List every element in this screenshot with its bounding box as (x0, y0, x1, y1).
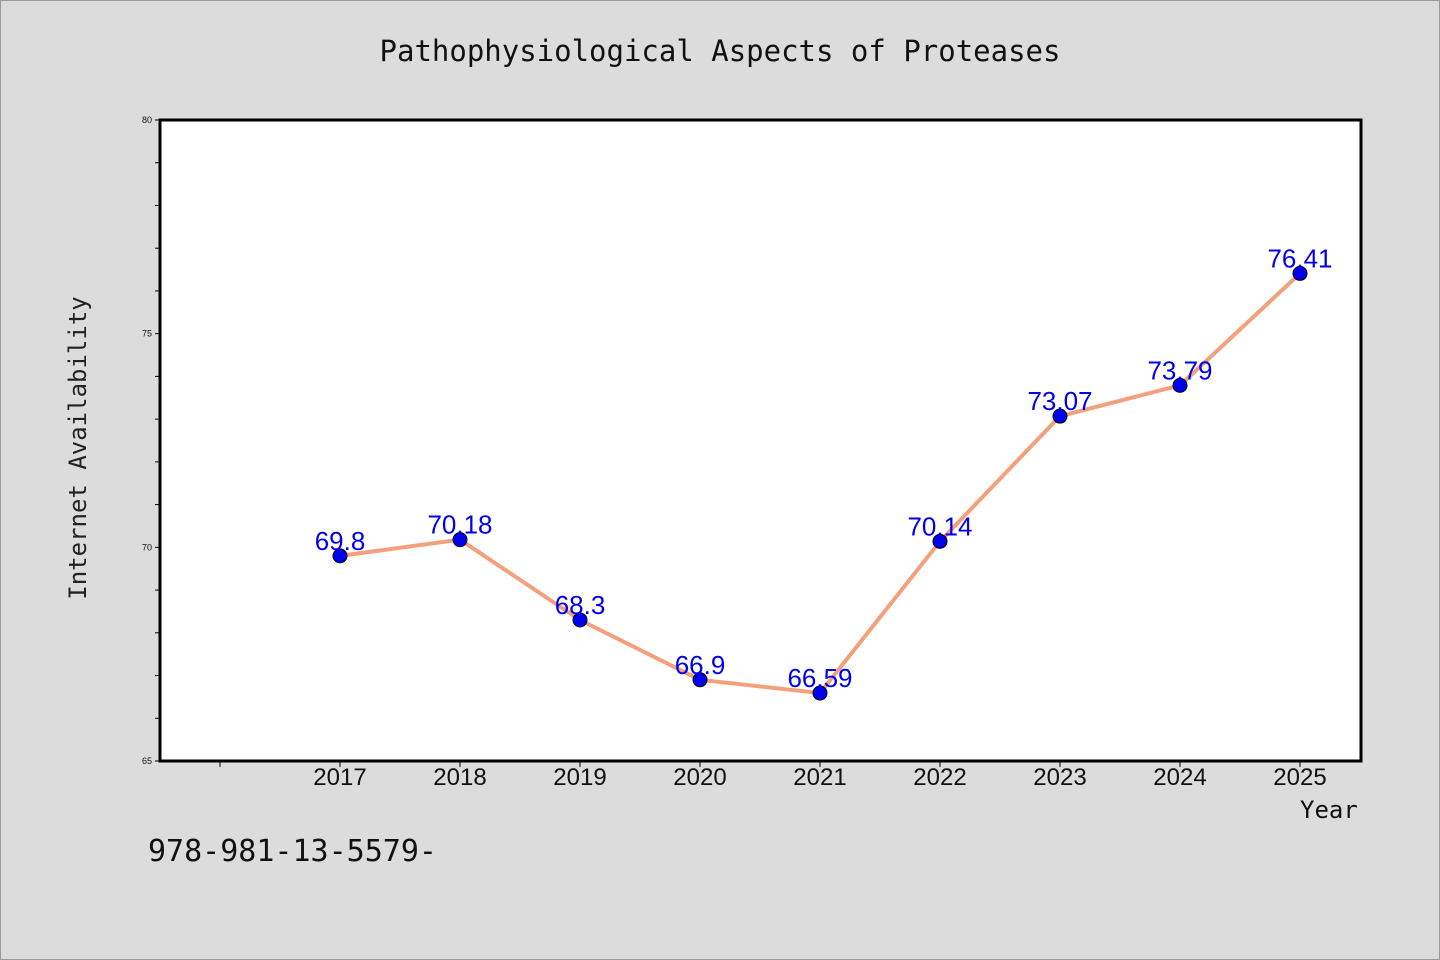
data-label: 66.9 (675, 650, 726, 680)
data-label: 73.07 (1027, 386, 1092, 416)
data-point (692, 672, 708, 688)
data-point (1052, 408, 1068, 424)
data-point (812, 685, 828, 701)
x-tick-label: 2023 (1033, 764, 1086, 791)
y-tick-label: 80 (142, 115, 152, 125)
chart-title: Pathophysiological Aspects of Proteases (379, 34, 1061, 68)
data-point (332, 548, 348, 564)
data-label: 70.18 (427, 510, 492, 540)
data-point (932, 533, 948, 549)
y-tick-label: 75 (142, 329, 152, 339)
data-label: 70.14 (907, 511, 972, 541)
data-label: 66.59 (787, 663, 852, 693)
data-point (572, 612, 588, 628)
x-tick-label: 2024 (1153, 764, 1206, 791)
x-tick-label: 2022 (913, 764, 966, 791)
data-label: 76.41 (1267, 243, 1332, 273)
data-label: 68.3 (555, 590, 606, 620)
data-point (1172, 377, 1188, 393)
data-point (1292, 265, 1308, 281)
y-tick-label: 65 (142, 756, 152, 766)
x-tick-label: 2021 (793, 764, 846, 791)
x-axis-label: Year (1300, 796, 1358, 824)
y-tick-label: 70 (142, 542, 152, 552)
isbn-footer-text: 978-981-13-5579- (148, 834, 437, 869)
data-point (452, 532, 468, 548)
x-tick-label: 2018 (433, 764, 486, 791)
x-tick-label: 2019 (553, 764, 606, 791)
x-tick-label: 2025 (1273, 764, 1326, 791)
data-label: 73.79 (1147, 355, 1212, 385)
x-tick-label: 2020 (673, 764, 726, 791)
x-tick-label: 2017 (313, 764, 366, 791)
data-label: 69.8 (315, 526, 366, 556)
plot-area (158, 118, 1363, 763)
